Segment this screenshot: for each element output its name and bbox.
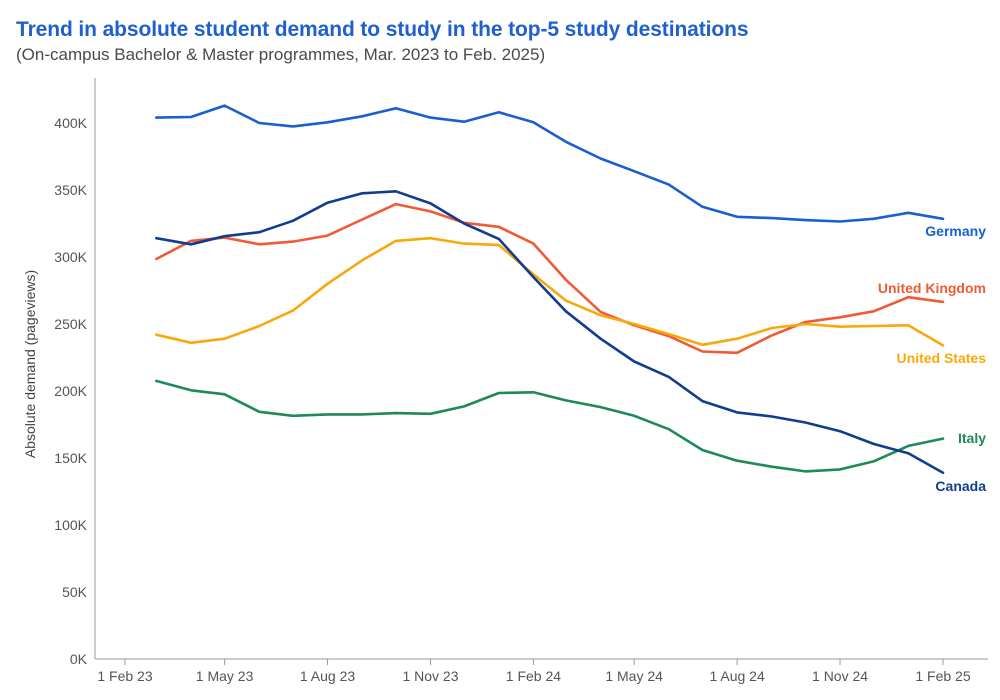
y-tick-label: 350K: [54, 182, 87, 198]
x-tick-label: 1 Feb 24: [506, 668, 561, 684]
x-tick-label: 1 Feb 23: [97, 668, 152, 684]
series-lines: [155, 104, 945, 475]
series-line-germany: [155, 104, 945, 223]
x-tick-label: 1 Nov 24: [812, 668, 868, 684]
series-line-canada: [155, 190, 945, 475]
y-tick-label: 300K: [54, 249, 87, 265]
series-labels: Germany United Kingdom United States Italy C…: [878, 223, 986, 494]
series-line-italy: [155, 379, 945, 473]
chart-title: Trend in absolute student demand to stud…: [16, 18, 749, 41]
x-tick-label: 1 Aug 24: [709, 668, 764, 684]
x-axis-ticks: 1 Feb 23 1 May 23 1 Aug 23 1 Nov 23 1 Feb 24…: [97, 659, 971, 684]
series-label-united-kingdom: United Kingdom: [878, 280, 986, 296]
series-label-canada: Canada: [935, 478, 986, 494]
y-axis-title: Absolute demand (pageviews): [22, 270, 38, 458]
x-tick-label: 1 May 23: [196, 668, 254, 684]
series-line-united-states: [155, 236, 945, 347]
series-line-united-kingdom: [155, 202, 945, 355]
y-axis-ticks: 0K 50K 100K 150K 200K 250K 300K 350K 400K: [54, 115, 87, 667]
series-label-germany: Germany: [925, 223, 986, 239]
y-tick-label: 250K: [54, 316, 87, 332]
y-tick-label: 50K: [62, 584, 88, 600]
series-label-italy: Italy: [958, 430, 986, 446]
y-tick-label: 150K: [54, 450, 87, 466]
x-tick-label: 1 May 24: [605, 668, 663, 684]
x-tick-label: 1 Aug 23: [300, 668, 355, 684]
y-tick-label: 200K: [54, 383, 87, 399]
x-tick-label: 1 Nov 23: [402, 668, 458, 684]
y-tick-label: 0K: [70, 651, 88, 667]
y-tick-label: 100K: [54, 517, 87, 533]
y-tick-label: 400K: [54, 115, 87, 131]
series-label-united-states: United States: [897, 350, 987, 366]
chart-subtitle: (On-campus Bachelor & Master programmes,…: [16, 45, 546, 64]
chart-axes: [94, 78, 988, 660]
x-tick-label: 1 Feb 25: [915, 668, 970, 684]
